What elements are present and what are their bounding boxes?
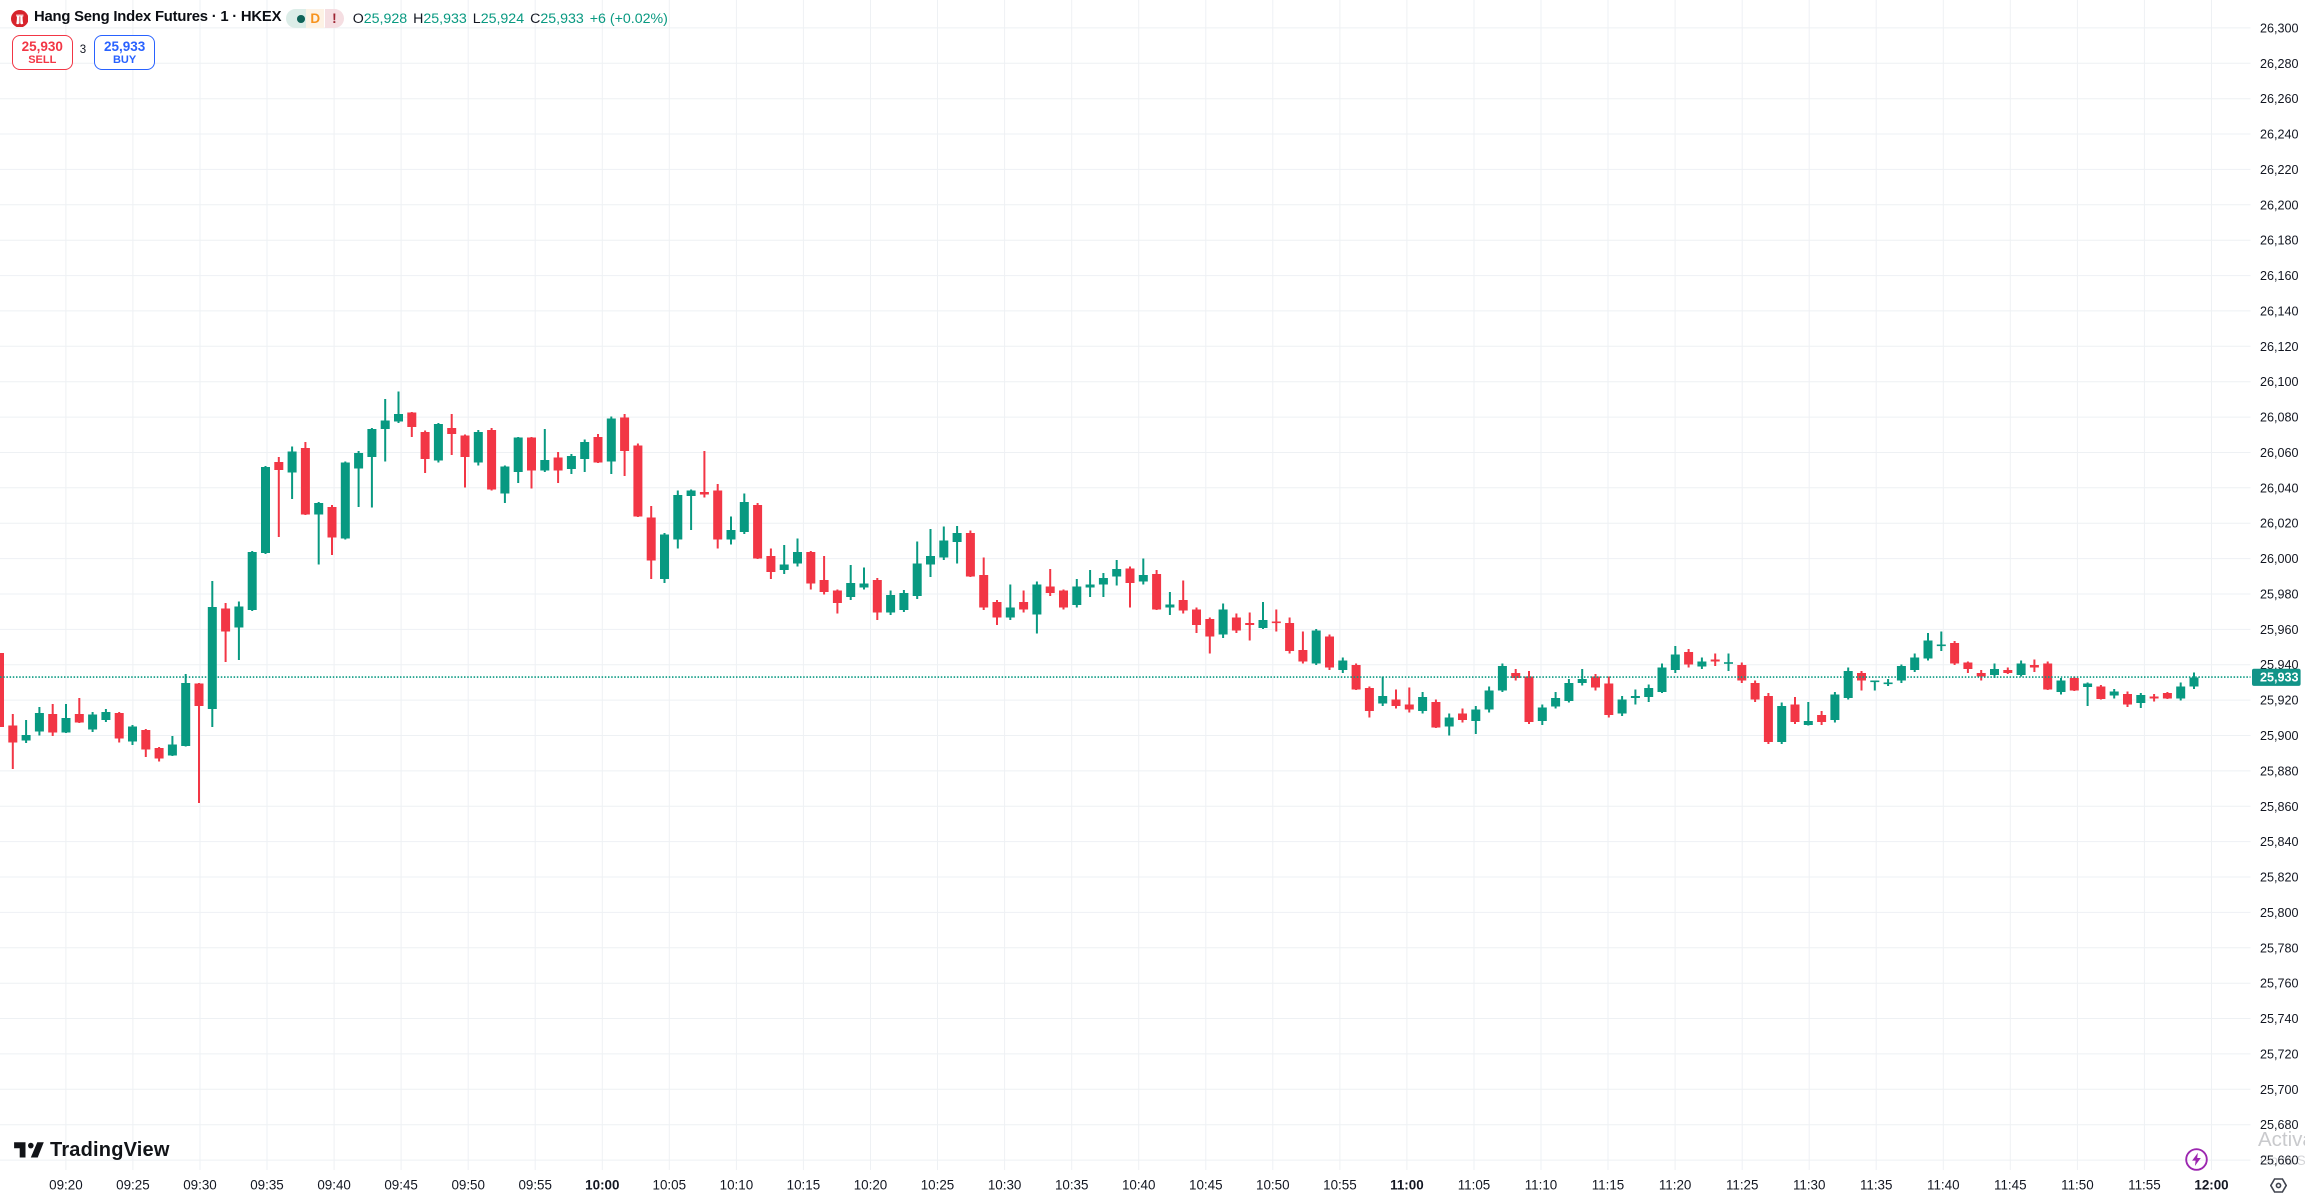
svg-text:10:30: 10:30 xyxy=(988,1178,1022,1193)
svg-text:26,100: 26,100 xyxy=(2260,375,2299,389)
svg-text:10:10: 10:10 xyxy=(720,1178,754,1193)
svg-text:26,300: 26,300 xyxy=(2260,21,2299,35)
svg-text:26,200: 26,200 xyxy=(2260,198,2299,212)
svg-text:25,780: 25,780 xyxy=(2260,941,2299,955)
svg-text:25,860: 25,860 xyxy=(2260,800,2299,814)
svg-text:26,020: 26,020 xyxy=(2260,517,2299,531)
svg-text:26,000: 26,000 xyxy=(2260,552,2299,566)
svg-text:25,840: 25,840 xyxy=(2260,835,2299,849)
svg-text:11:30: 11:30 xyxy=(1793,1178,1826,1193)
svg-text:10:50: 10:50 xyxy=(1256,1178,1290,1193)
svg-text:11:35: 11:35 xyxy=(1860,1178,1893,1193)
svg-text:26,140: 26,140 xyxy=(2260,304,2299,318)
svg-text:26,120: 26,120 xyxy=(2260,340,2299,354)
svg-text:25,720: 25,720 xyxy=(2260,1047,2299,1061)
svg-text:09:45: 09:45 xyxy=(384,1178,418,1193)
svg-text:10:55: 10:55 xyxy=(1323,1178,1357,1193)
svg-text:12:00: 12:00 xyxy=(2194,1178,2228,1193)
svg-text:09:40: 09:40 xyxy=(317,1178,351,1193)
svg-text:09:55: 09:55 xyxy=(518,1178,552,1193)
svg-text:25,740: 25,740 xyxy=(2260,1012,2299,1026)
svg-text:11:00: 11:00 xyxy=(1390,1178,1424,1193)
svg-text:10:05: 10:05 xyxy=(653,1178,687,1193)
svg-text:11:25: 11:25 xyxy=(1726,1178,1759,1193)
svg-text:10:25: 10:25 xyxy=(921,1178,955,1193)
svg-text:11:15: 11:15 xyxy=(1592,1178,1625,1193)
svg-text:26,240: 26,240 xyxy=(2260,128,2299,142)
svg-text:26,260: 26,260 xyxy=(2260,92,2299,106)
svg-text:25,980: 25,980 xyxy=(2260,588,2299,602)
svg-text:09:30: 09:30 xyxy=(183,1178,217,1193)
svg-text:09:35: 09:35 xyxy=(250,1178,284,1193)
svg-text:25,820: 25,820 xyxy=(2260,871,2299,885)
svg-text:25,920: 25,920 xyxy=(2260,694,2299,708)
svg-text:11:40: 11:40 xyxy=(1927,1178,1960,1193)
svg-text:10:40: 10:40 xyxy=(1122,1178,1156,1193)
svg-text:25,760: 25,760 xyxy=(2260,977,2299,991)
svg-text:25,660: 25,660 xyxy=(2260,1154,2299,1168)
svg-text:26,220: 26,220 xyxy=(2260,163,2299,177)
svg-text:09:50: 09:50 xyxy=(451,1178,485,1193)
svg-text:09:20: 09:20 xyxy=(49,1178,83,1193)
svg-text:25,800: 25,800 xyxy=(2260,906,2299,920)
svg-text:11:05: 11:05 xyxy=(1458,1178,1491,1193)
svg-text:26,280: 26,280 xyxy=(2260,57,2299,71)
svg-text:25,880: 25,880 xyxy=(2260,764,2299,778)
svg-text:26,160: 26,160 xyxy=(2260,269,2299,283)
svg-text:11:45: 11:45 xyxy=(1994,1178,2027,1193)
svg-text:10:20: 10:20 xyxy=(854,1178,888,1193)
svg-text:26,180: 26,180 xyxy=(2260,234,2299,248)
svg-text:10:15: 10:15 xyxy=(787,1178,821,1193)
svg-text:09:25: 09:25 xyxy=(116,1178,150,1193)
svg-text:26,060: 26,060 xyxy=(2260,446,2299,460)
svg-text:10:00: 10:00 xyxy=(585,1178,619,1193)
svg-text:25,900: 25,900 xyxy=(2260,729,2299,743)
svg-text:11:55: 11:55 xyxy=(2128,1178,2161,1193)
svg-text:25,933: 25,933 xyxy=(2260,671,2299,685)
svg-text:25,680: 25,680 xyxy=(2260,1118,2299,1132)
svg-text:26,080: 26,080 xyxy=(2260,411,2299,425)
svg-text:10:45: 10:45 xyxy=(1189,1178,1223,1193)
svg-text:25,700: 25,700 xyxy=(2260,1083,2299,1097)
svg-text:26,040: 26,040 xyxy=(2260,481,2299,495)
svg-text:11:50: 11:50 xyxy=(2061,1178,2094,1193)
svg-text:10:35: 10:35 xyxy=(1055,1178,1089,1193)
svg-text:11:20: 11:20 xyxy=(1659,1178,1692,1193)
svg-text:25,960: 25,960 xyxy=(2260,623,2299,637)
svg-text:11:10: 11:10 xyxy=(1525,1178,1558,1193)
